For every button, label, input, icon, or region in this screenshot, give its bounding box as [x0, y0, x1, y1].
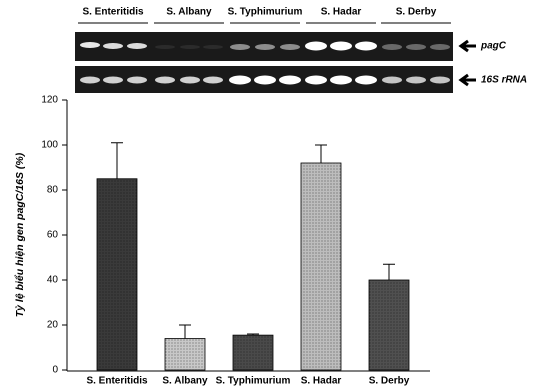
arrow [461, 75, 476, 85]
bar [165, 339, 205, 371]
y-tick-label: 0 [52, 365, 58, 376]
arrow [461, 41, 476, 51]
bar [233, 335, 273, 370]
bar [97, 179, 137, 370]
chart: pagC 16S rRNA Tỷ lệ biểu hiện gen pagC/1… [0, 0, 539, 389]
y-tick-label: 20 [47, 320, 59, 331]
error-bar [111, 143, 123, 179]
y-tick-label: 100 [41, 140, 58, 151]
gel: pagC 16S rRNA [75, 32, 527, 93]
error-bar [383, 264, 395, 280]
gel-label: pagC [480, 41, 507, 52]
y-tick-label: 40 [47, 275, 59, 286]
error-bar [179, 325, 191, 339]
bar [369, 280, 409, 370]
error-bar [315, 145, 327, 163]
gel-lane-label: S. Enteritidis [82, 7, 144, 18]
y-tick-label: 60 [47, 230, 59, 241]
gel-lane-label: S. Hadar [321, 7, 362, 18]
y-tick-label: 80 [47, 185, 59, 196]
x-tick-label: S. Hadar [301, 376, 342, 387]
x-tick-label: S. Albany [162, 376, 208, 387]
gel-label: 16S rRNA [481, 75, 527, 86]
gel-bands [80, 42, 450, 85]
bar [301, 163, 341, 370]
y-tick-label: 120 [41, 95, 58, 106]
gel-lane-label: S. Derby [396, 7, 437, 18]
x-tick-label: S. Enteritidis [86, 376, 148, 387]
x-tick-label: S. Derby [369, 376, 410, 387]
gel-lane-label: S. Typhimurium [228, 7, 303, 18]
x-tick-label: S. Typhimurium [216, 376, 291, 387]
gel-lane-label: S. Albany [166, 7, 212, 18]
y-axis-label: Tỷ lệ biểu hiện gen pagC/16S (%) [14, 152, 26, 317]
